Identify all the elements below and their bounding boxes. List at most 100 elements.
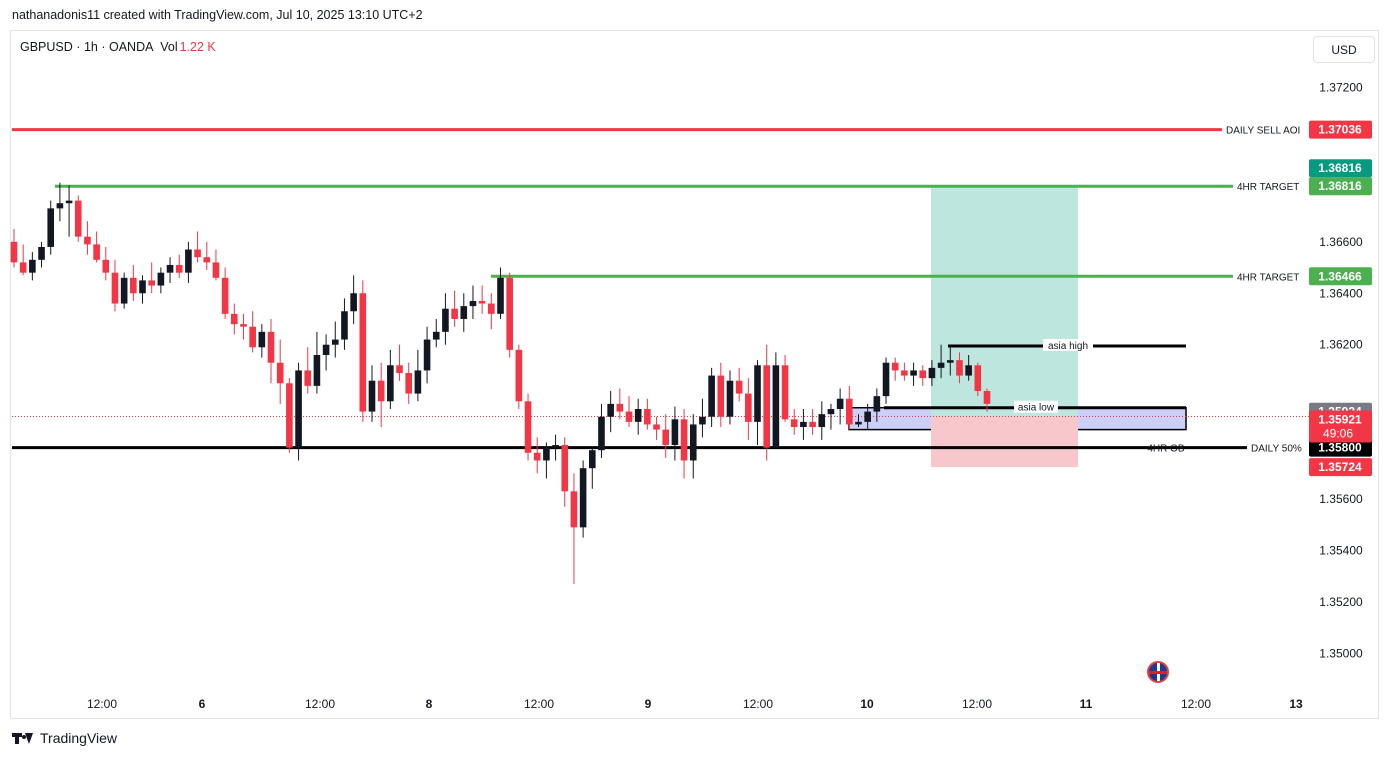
candle-body xyxy=(341,311,348,340)
candle-body xyxy=(230,313,238,325)
candle-body xyxy=(965,365,972,376)
candle-body xyxy=(405,373,413,394)
candle-body xyxy=(377,380,385,402)
candle-body xyxy=(313,354,321,386)
candle-body xyxy=(432,331,440,340)
x-axis-tick: 12:00 xyxy=(962,697,992,711)
x-axis-tick: 12:00 xyxy=(305,697,335,711)
price-tag: 1.37036 xyxy=(1318,123,1362,137)
x-axis-tick: 12:00 xyxy=(1181,697,1211,711)
candle-body xyxy=(524,401,532,453)
y-axis-tick: 1.35000 xyxy=(1319,646,1363,660)
countdown-tag: 49:06 xyxy=(1323,426,1353,440)
level-label: asia low xyxy=(1018,403,1055,414)
candle-body xyxy=(625,411,633,422)
candle-body xyxy=(497,277,504,314)
candle-body xyxy=(882,362,890,397)
y-axis-tick: 1.35200 xyxy=(1319,595,1363,609)
price-tag-bg xyxy=(1309,267,1372,286)
candle-body xyxy=(937,362,945,368)
candle-body xyxy=(157,272,165,286)
x-axis-tick: 13 xyxy=(1289,697,1303,711)
candle-body xyxy=(644,409,651,425)
candle-body xyxy=(47,208,55,247)
candle-body xyxy=(84,236,91,245)
level-label: 4HR TARGET xyxy=(1237,272,1299,283)
candle-body xyxy=(653,424,660,430)
level-label: DAILY 50% xyxy=(1251,444,1302,455)
candle-body xyxy=(726,380,734,417)
x-axis-tick: 11 xyxy=(1080,697,1093,711)
candle-body xyxy=(745,393,752,422)
candle-body xyxy=(276,362,284,384)
candle-body xyxy=(249,326,256,348)
price-tag-bg xyxy=(1309,120,1372,139)
candle-body xyxy=(754,365,761,422)
y-axis-tick: 1.37200 xyxy=(1319,80,1363,94)
order-block-label: 4HR OB xyxy=(1147,444,1185,455)
candle-body xyxy=(442,308,449,332)
price-tag: 1.35800 xyxy=(1318,441,1362,455)
candle-body xyxy=(800,421,807,428)
candle-body xyxy=(240,324,247,327)
candle-body xyxy=(148,280,155,286)
candle-body xyxy=(359,293,367,412)
price-tag-bg xyxy=(1309,438,1372,457)
candle-body xyxy=(570,491,578,528)
candle-body xyxy=(864,411,871,422)
currency-button[interactable]: USD xyxy=(1313,36,1375,63)
x-axis-tick: 9 xyxy=(645,697,652,711)
candle-body xyxy=(946,360,954,363)
uk-flag-icon xyxy=(1147,661,1169,683)
x-axis-tick: 12:00 xyxy=(87,697,117,711)
candle-body xyxy=(561,445,569,492)
candle-body xyxy=(120,277,128,304)
candle-body xyxy=(194,249,201,258)
candle-body xyxy=(855,421,862,425)
candle-body xyxy=(708,375,715,417)
stop-zone xyxy=(931,416,1078,468)
candle-body xyxy=(873,396,881,412)
candle-body xyxy=(322,344,330,355)
chart-frame xyxy=(10,30,1379,719)
symbol-interval[interactable]: 1h xyxy=(83,40,98,54)
candle-body xyxy=(717,375,725,417)
candle-body xyxy=(111,272,119,304)
price-tag: 1.35724 xyxy=(1318,460,1362,474)
candle-body xyxy=(295,370,302,448)
candle-body xyxy=(506,277,513,350)
tradingview-logo-icon xyxy=(12,731,34,745)
candle-body xyxy=(699,416,706,425)
level-label: 4HR TARGET xyxy=(1237,182,1299,193)
price-tag: 1.36466 xyxy=(1318,269,1362,283)
symbol-pair[interactable]: GBPUSD xyxy=(20,40,73,54)
footer-brand[interactable]: TradingView xyxy=(12,730,117,746)
candle-body xyxy=(469,300,477,307)
candle-body xyxy=(396,365,403,374)
candle-body xyxy=(579,468,587,528)
candle-body xyxy=(827,409,835,415)
candle-body xyxy=(974,365,982,392)
candle-body xyxy=(93,244,100,260)
candle-body xyxy=(139,280,146,294)
candle-body xyxy=(772,365,780,448)
candle-body xyxy=(818,414,826,428)
symbol-info[interactable]: GBPUSD · 1h · OANDA Vol 1.22 K xyxy=(20,40,216,54)
candle-body xyxy=(543,447,550,461)
candle-body xyxy=(451,308,458,319)
symbol-sep: · xyxy=(101,40,106,54)
candle-body xyxy=(846,398,853,425)
x-axis-tick: 8 xyxy=(426,697,433,711)
candle-body xyxy=(552,445,559,448)
x-axis-tick: 10 xyxy=(860,697,874,711)
candle-body xyxy=(607,403,614,417)
candle-body xyxy=(29,259,36,273)
x-axis-tick: 6 xyxy=(199,697,206,711)
candle-body xyxy=(166,264,174,273)
candle-body xyxy=(175,264,183,273)
candle-body xyxy=(102,259,110,273)
candle-body xyxy=(781,365,789,420)
price-tag: 1.35921 xyxy=(1318,412,1362,426)
candle-body xyxy=(735,380,743,394)
